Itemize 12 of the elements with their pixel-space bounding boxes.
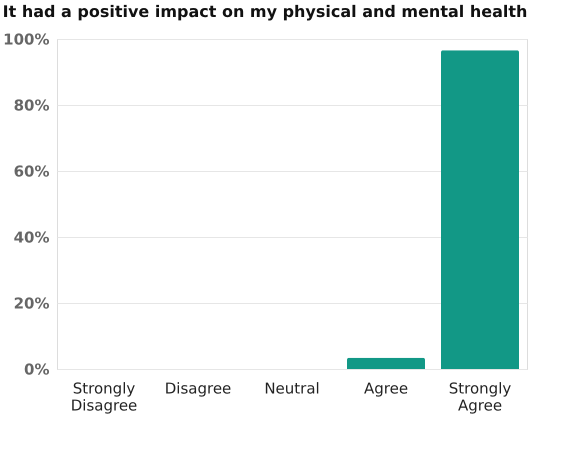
x-tick-label: Strongly Agree	[448, 380, 512, 414]
y-tick-label: 40%	[14, 228, 50, 246]
chart-title: It had a positive impact on my physical and mental health	[2, 2, 528, 21]
y-tick-label: 100%	[3, 30, 50, 48]
y-tick-label: 0%	[24, 360, 50, 378]
y-tick-label: 60%	[14, 162, 50, 180]
x-tick-label: Agree	[364, 380, 408, 398]
x-tick-label: Disagree	[164, 380, 232, 398]
y-tick-label: 80%	[14, 96, 50, 114]
x-tick-label: Strongly Disagree	[70, 380, 138, 414]
x-tick-label: Neutral	[264, 380, 320, 398]
y-tick-label: 20%	[14, 294, 50, 312]
